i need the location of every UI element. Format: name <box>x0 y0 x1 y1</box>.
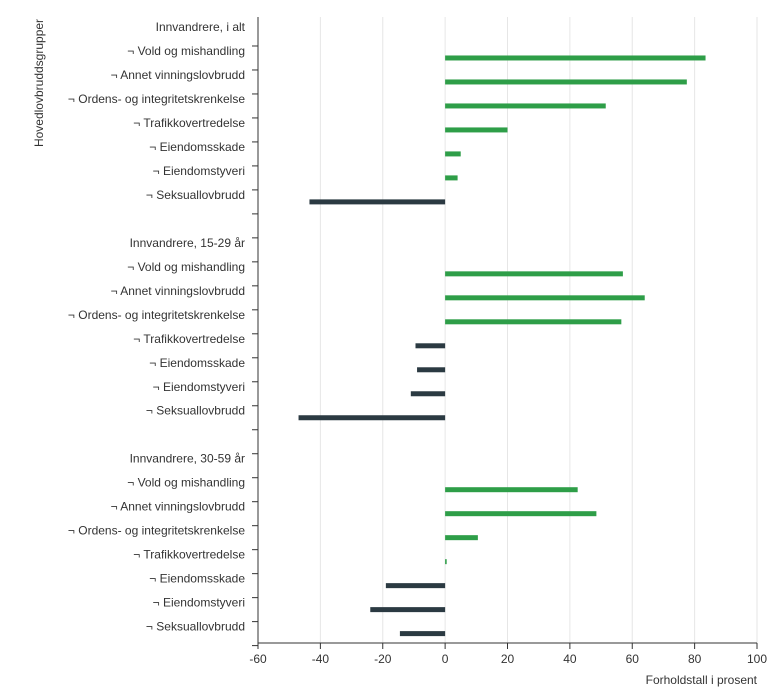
category-label: ¬ Ordens- og integritetskrenkelse <box>68 308 245 322</box>
category-label: Innvandrere, i alt <box>156 20 246 34</box>
bar[interactable] <box>385 583 446 589</box>
x-tick-label: -20 <box>374 652 392 666</box>
category-label: ¬ Ordens- og integritetskrenkelse <box>68 92 245 106</box>
category-label: ¬ Eiendomstyveri <box>153 380 245 394</box>
bar[interactable] <box>445 295 645 301</box>
bar[interactable] <box>399 631 446 637</box>
category-label: ¬ Eiendomstyveri <box>153 164 245 178</box>
bar[interactable] <box>445 151 461 157</box>
x-tick-label: 0 <box>442 652 449 666</box>
category-label: ¬ Eiendomsskade <box>149 140 245 154</box>
category-label: ¬ Vold og mishandling <box>127 260 245 274</box>
category-label: ¬ Annet vinningslovbrudd <box>111 68 245 82</box>
x-tick-label: -60 <box>249 652 267 666</box>
bar[interactable] <box>445 511 597 517</box>
grid-lines <box>257 17 758 643</box>
category-label: ¬ Trafikkovertredelse <box>133 116 245 130</box>
x-tick-label: 80 <box>688 652 702 666</box>
bar[interactable] <box>445 559 447 565</box>
x-tick-label: 100 <box>747 652 767 666</box>
category-label: ¬ Ordens- og integritetskrenkelse <box>68 524 245 538</box>
bar[interactable] <box>445 175 458 181</box>
x-tick-label: 40 <box>563 652 577 666</box>
bar[interactable] <box>298 415 446 421</box>
category-label: ¬ Seksuallovbrudd <box>146 404 245 418</box>
category-label: ¬ Eiendomsskade <box>149 356 245 370</box>
category-label: ¬ Trafikkovertredelse <box>133 332 245 346</box>
bar[interactable] <box>415 343 446 349</box>
category-label: ¬ Vold og mishandling <box>127 476 245 490</box>
x-tick-label: 60 <box>626 652 640 666</box>
x-axis-title: Forholdstall i prosent <box>646 673 758 687</box>
category-label: ¬ Annet vinningslovbrudd <box>111 284 245 298</box>
bar[interactable] <box>445 55 706 61</box>
bar[interactable] <box>410 391 446 397</box>
category-label: ¬ Seksuallovbrudd <box>146 620 245 634</box>
bar[interactable] <box>370 607 446 613</box>
bar[interactable] <box>445 127 508 133</box>
x-tick-label: -40 <box>312 652 330 666</box>
x-tick-label: 20 <box>501 652 515 666</box>
bar[interactable] <box>309 199 446 205</box>
category-label: ¬ Eiendomstyveri <box>153 596 245 610</box>
bars <box>298 55 706 637</box>
category-label: ¬ Vold og mishandling <box>127 44 245 58</box>
y-axis-title: Hovedlovbruddsgrupper <box>32 19 46 147</box>
category-label: ¬ Trafikkovertredelse <box>133 548 245 562</box>
category-label: ¬ Annet vinningslovbrudd <box>111 500 245 514</box>
bar[interactable] <box>445 79 687 85</box>
bar[interactable] <box>445 271 623 277</box>
bar[interactable] <box>445 319 622 325</box>
category-labels: Innvandrere, i alt ¬ Vold og mishandling ¬… <box>68 20 258 647</box>
category-label: Innvandrere, 30-59 år <box>130 452 245 466</box>
bar[interactable] <box>445 103 606 109</box>
bar[interactable] <box>445 535 478 541</box>
category-label: ¬ Seksuallovbrudd <box>146 188 245 202</box>
category-label: ¬ Eiendomsskade <box>149 572 245 586</box>
bar[interactable] <box>445 487 578 493</box>
bar[interactable] <box>417 367 446 373</box>
category-label: Innvandrere, 15-29 år <box>130 236 245 250</box>
x-axis-ticks: -60 -40 -20 0 20 40 60 80 100 <box>249 643 767 666</box>
